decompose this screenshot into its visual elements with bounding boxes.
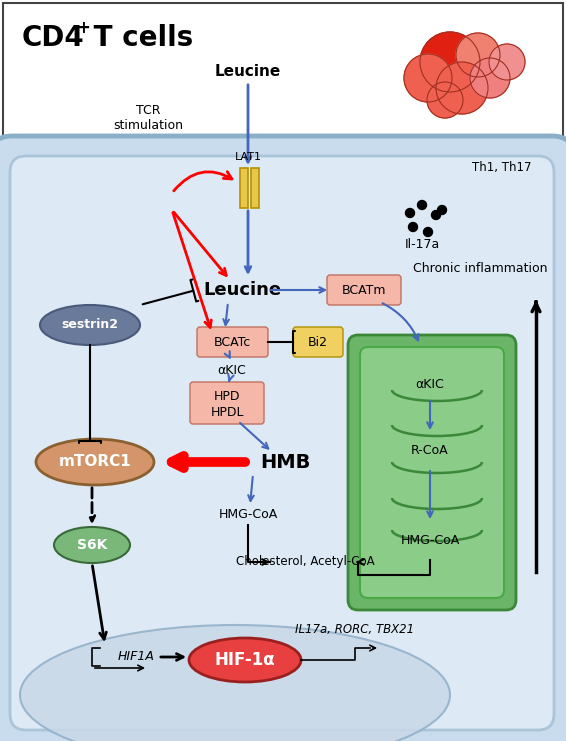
FancyBboxPatch shape <box>348 335 516 610</box>
FancyBboxPatch shape <box>10 156 554 730</box>
Circle shape <box>418 201 427 210</box>
Bar <box>251 168 259 208</box>
Text: CD4: CD4 <box>22 24 85 52</box>
Text: HMG-CoA: HMG-CoA <box>400 534 460 547</box>
Ellipse shape <box>36 439 154 485</box>
Text: Bi2: Bi2 <box>308 336 328 348</box>
Circle shape <box>409 222 418 231</box>
Text: BCATc: BCATc <box>213 336 251 348</box>
Circle shape <box>423 227 432 236</box>
Text: mTORC1: mTORC1 <box>59 454 131 470</box>
Text: Chronic inflammation: Chronic inflammation <box>413 262 547 274</box>
Text: BCATm: BCATm <box>342 284 386 296</box>
Circle shape <box>456 33 500 77</box>
Text: IL17a, RORC, TBX21: IL17a, RORC, TBX21 <box>295 623 414 636</box>
FancyBboxPatch shape <box>3 3 563 738</box>
Text: αKIC: αKIC <box>415 379 444 391</box>
Text: TCR
stimulation: TCR stimulation <box>113 104 183 132</box>
Text: R-CoA: R-CoA <box>411 444 449 456</box>
Circle shape <box>427 82 463 118</box>
Ellipse shape <box>189 638 301 682</box>
Text: HMG-CoA: HMG-CoA <box>218 508 278 522</box>
Text: T cells: T cells <box>84 24 193 52</box>
Text: HMB: HMB <box>260 453 310 471</box>
Text: Leucine: Leucine <box>203 281 281 299</box>
Circle shape <box>436 62 488 114</box>
Circle shape <box>420 32 480 92</box>
Circle shape <box>405 208 414 218</box>
Ellipse shape <box>40 305 140 345</box>
Text: αKIC: αKIC <box>217 364 246 376</box>
Circle shape <box>489 44 525 80</box>
Text: Th1, Th17: Th1, Th17 <box>472 162 531 174</box>
Text: sestrin2: sestrin2 <box>62 319 118 331</box>
Ellipse shape <box>54 527 130 563</box>
Circle shape <box>431 210 440 219</box>
Circle shape <box>404 54 452 102</box>
Text: HIF-1α: HIF-1α <box>215 651 275 669</box>
Ellipse shape <box>20 625 450 741</box>
FancyBboxPatch shape <box>197 327 268 357</box>
Text: Il-17a: Il-17a <box>404 239 440 251</box>
Circle shape <box>470 58 510 98</box>
Text: S6K: S6K <box>77 538 107 552</box>
FancyBboxPatch shape <box>190 382 264 424</box>
Text: HPDL: HPDL <box>210 405 244 419</box>
Circle shape <box>438 205 447 214</box>
FancyBboxPatch shape <box>327 275 401 305</box>
Text: +: + <box>76 19 90 37</box>
Text: Cholesterol, Acetyl-CoA: Cholesterol, Acetyl-CoA <box>235 556 374 568</box>
Text: HPD: HPD <box>214 391 240 404</box>
FancyBboxPatch shape <box>293 327 343 357</box>
Text: HIF1A: HIF1A <box>118 651 155 663</box>
Bar <box>240 168 248 208</box>
Text: Leucine: Leucine <box>215 64 281 79</box>
FancyBboxPatch shape <box>0 136 566 741</box>
Text: LAT1: LAT1 <box>234 152 261 162</box>
FancyBboxPatch shape <box>360 347 504 598</box>
